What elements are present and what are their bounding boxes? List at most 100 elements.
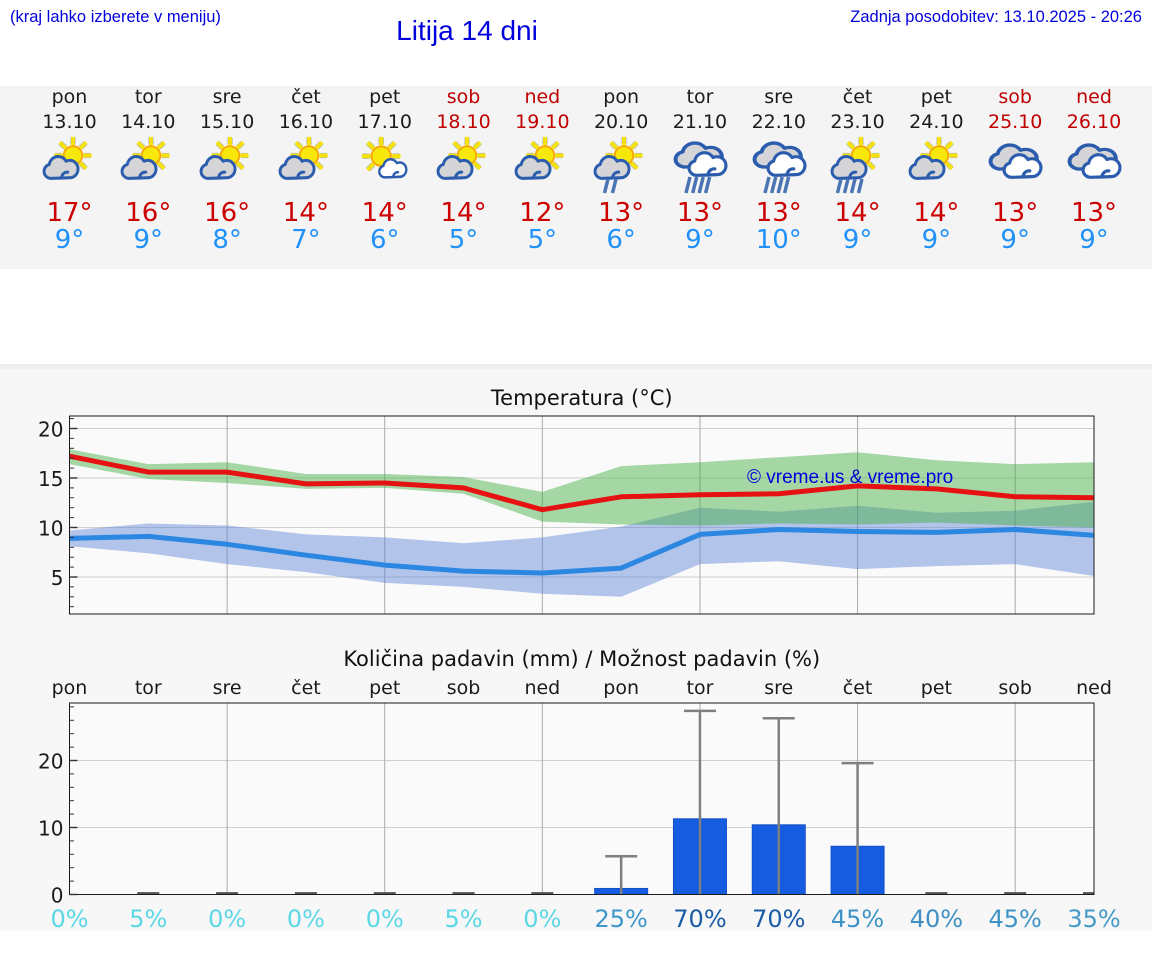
day-min-temp: 9° bbox=[1000, 224, 1030, 255]
temperature-chart-title: Temperatura (°C) bbox=[490, 386, 673, 410]
weather-icon-mostly-sunny bbox=[345, 133, 424, 189]
day-min-temp: 9° bbox=[842, 224, 873, 255]
weather-icon-partly-sunny bbox=[278, 133, 334, 189]
precipitation-plot-area bbox=[69, 703, 1094, 895]
day-date: 21.10 bbox=[672, 110, 728, 133]
precip-probability-label: 25% bbox=[594, 905, 647, 931]
precip-zero-mark bbox=[294, 892, 317, 895]
day-date: 25.10 bbox=[987, 110, 1043, 133]
day-max-temp: 14° bbox=[440, 198, 487, 228]
day-date: 14.10 bbox=[121, 110, 176, 133]
day-name: pon bbox=[603, 86, 639, 108]
weather-icon-partly-sunny bbox=[897, 133, 976, 189]
precip-probability-label: 5% bbox=[444, 905, 482, 931]
watermark-text: © vreme.us & vreme.pro bbox=[747, 467, 953, 488]
precip-probability-label: 45% bbox=[989, 905, 1042, 931]
precip-day-label: sre bbox=[764, 677, 793, 699]
forecast-day-column: sre 15.10 16° 8° bbox=[188, 86, 267, 269]
day-min-temp: 9° bbox=[54, 224, 85, 255]
precip-day-label: sob bbox=[998, 677, 1032, 699]
day-date: 24.10 bbox=[909, 110, 964, 133]
day-max-temp: 14° bbox=[282, 198, 329, 228]
precip-day-label: ned bbox=[1076, 677, 1112, 699]
day-min-temp: 10° bbox=[755, 224, 802, 255]
precip-zero-mark bbox=[452, 892, 475, 895]
precip-zero-mark bbox=[925, 892, 948, 895]
weather-icon-sun-rain bbox=[818, 133, 897, 189]
precip-day-label: ned bbox=[524, 677, 560, 699]
day-max-temp: 16° bbox=[125, 198, 172, 228]
weather-icon-partly-sunny bbox=[109, 133, 188, 189]
line-min-temp bbox=[69, 527, 1094, 576]
weather-icon-partly-sunny bbox=[908, 133, 964, 189]
day-date: 17.10 bbox=[357, 110, 412, 133]
location-menu-hint: (kraj lahko izberete v meniju) bbox=[10, 8, 221, 26]
precip-zero-mark bbox=[373, 892, 396, 895]
precip-probability-label: 70% bbox=[673, 905, 726, 931]
day-max-temp: 14° bbox=[361, 198, 408, 228]
day-min-temp: 9° bbox=[921, 224, 952, 255]
day-min-temp: 5° bbox=[527, 224, 558, 255]
weather-icon-rain bbox=[739, 133, 818, 189]
band-max-temp-range bbox=[69, 449, 1094, 528]
weather-icon-rain bbox=[660, 133, 739, 189]
day-max-temp: 16° bbox=[204, 198, 251, 228]
precipitation-chart-title: Količina padavin (mm) / Možnost padavin … bbox=[343, 647, 820, 671]
precip-probability-label: 70% bbox=[752, 905, 805, 931]
precip-day-label: čet bbox=[843, 677, 873, 699]
precip-day-label: sob bbox=[447, 677, 481, 699]
forecast-day-column: sre 22.10 13° 10° bbox=[739, 86, 818, 269]
day-min-temp: 9° bbox=[133, 224, 164, 255]
precip-zero-mark bbox=[137, 892, 160, 895]
y-tick-label: 10 bbox=[38, 517, 63, 541]
day-name: pet bbox=[920, 86, 952, 108]
precip-day-label: čet bbox=[291, 677, 321, 699]
precip-probability-label: 40% bbox=[910, 905, 963, 931]
precip-zero-mark bbox=[216, 892, 239, 895]
weather-icon-cloudy bbox=[1066, 133, 1122, 189]
day-name: sre bbox=[212, 86, 242, 108]
weather-icon-partly-sunny bbox=[424, 133, 503, 189]
temperature-plot-area bbox=[69, 416, 1094, 614]
day-name: sob bbox=[998, 86, 1032, 108]
precip-probability-label: 45% bbox=[831, 905, 884, 931]
day-date: 19.10 bbox=[515, 110, 570, 133]
weather-icon-rain bbox=[751, 133, 807, 189]
precip-probability-label: 0% bbox=[366, 905, 404, 931]
weather-icon-partly-sunny bbox=[42, 133, 98, 189]
forecast-day-column: pet 24.10 14° 9° bbox=[897, 86, 976, 269]
y-tick-label: 5 bbox=[51, 566, 64, 590]
precipitation-chart: Količina padavin (mm) / Možnost padavin … bbox=[38, 647, 1121, 931]
band-min-temp-range bbox=[69, 501, 1094, 597]
day-name: pon bbox=[51, 86, 88, 108]
weather-icon-partly-sunny bbox=[199, 133, 255, 189]
day-name: čet bbox=[291, 86, 321, 108]
forecast-day-column: tor 21.10 13° 9° bbox=[660, 86, 739, 269]
page-title: Litija 14 dni bbox=[396, 15, 538, 46]
precip-zero-mark bbox=[1083, 892, 1094, 895]
precip-day-label: sre bbox=[213, 677, 242, 699]
weather-icon-cloudy bbox=[1055, 133, 1134, 189]
day-name: pet bbox=[369, 86, 401, 108]
day-max-temp: 13° bbox=[598, 198, 645, 228]
weather-icon-partly-sunny bbox=[30, 133, 109, 189]
day-date: 13.10 bbox=[42, 110, 97, 133]
day-name: tor bbox=[686, 86, 714, 108]
day-min-temp: 5° bbox=[448, 224, 479, 255]
y-tick-label: 10 bbox=[38, 817, 63, 841]
day-max-temp: 14° bbox=[913, 198, 960, 228]
meteogram-section: Temperatura (°C) © vreme.us & vreme.pro 5 1… bbox=[0, 364, 1152, 931]
weather-icon-partly-sunny bbox=[514, 133, 570, 189]
day-date: 20.10 bbox=[593, 110, 649, 133]
day-min-temp: 9° bbox=[1079, 224, 1109, 255]
weather-icon-sun-light-rain bbox=[582, 133, 661, 189]
weather-icon-rain bbox=[672, 133, 728, 189]
day-max-temp: 12° bbox=[519, 198, 566, 228]
day-name: ned bbox=[524, 86, 561, 108]
precip-probability-label: 0% bbox=[208, 905, 246, 931]
day-max-temp: 13° bbox=[992, 198, 1039, 228]
forecast-day-column: čet 23.10 14° 9° bbox=[818, 86, 897, 269]
precip-day-label: tor bbox=[135, 677, 162, 699]
forecast-day-column: sob 18.10 14° 5° bbox=[424, 86, 503, 269]
forecast-day-column: pon 13.10 17° 9° bbox=[30, 86, 109, 269]
